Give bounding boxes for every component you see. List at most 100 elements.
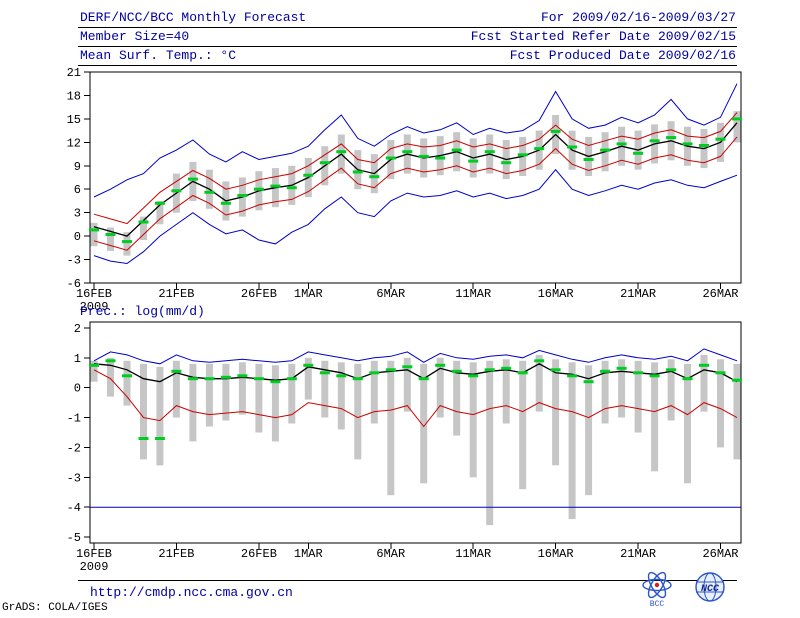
prec-median-mark <box>369 371 380 375</box>
prec-median-mark <box>550 368 561 372</box>
temp-xtick-label: 11MAR <box>455 287 491 301</box>
temp-median-mark <box>418 154 429 158</box>
prec-median-mark <box>534 359 545 363</box>
prec-bar <box>354 363 362 460</box>
temp-line-upper-blue-envelope <box>93 83 738 198</box>
prec-median-mark <box>204 377 215 381</box>
header-rule-1 <box>78 27 737 28</box>
temp-median-mark <box>550 129 561 133</box>
bcc-logo-dot <box>654 582 660 588</box>
temp-plot-border <box>89 71 742 284</box>
temp-bar <box>733 111 741 143</box>
prec-bar <box>304 357 312 400</box>
temp-median-mark <box>122 240 132 244</box>
temp-ytick-label: 3 <box>74 207 81 221</box>
temp-median-mark <box>286 186 297 190</box>
temp-median-mark <box>732 117 742 121</box>
prec-bar <box>271 365 279 442</box>
prec-median-mark <box>171 369 182 373</box>
temp-ytick-label: -3 <box>67 254 81 268</box>
temp-ytick-label: 12 <box>67 136 81 150</box>
prec-median-mark <box>138 437 149 440</box>
prec-bar <box>156 366 164 466</box>
temp-median-mark <box>666 136 677 140</box>
temp-xtick-label: 26FEB <box>241 287 277 301</box>
prec-bar <box>436 357 444 418</box>
header-rule-3 <box>78 65 737 66</box>
prec-bar <box>107 357 114 397</box>
prec-median-mark <box>468 374 479 378</box>
prec-bar <box>123 360 131 406</box>
temp-ytick-label: 9 <box>74 160 81 174</box>
temp-xtick-label: 6MAR <box>376 287 405 301</box>
prec-xtick-label: 1MAR <box>294 547 323 561</box>
temp-median-mark <box>303 173 314 177</box>
temp-ytick-label: 21 <box>67 66 81 80</box>
prec-bar <box>403 357 411 412</box>
temp-median-mark <box>534 147 545 151</box>
footer-rule <box>78 580 737 581</box>
forecast-range-label: For 2009/02/16-2009/03/27 <box>540 10 736 25</box>
temp-median-mark <box>154 201 165 205</box>
temp-ytick-label: 18 <box>67 89 81 103</box>
prec-bar <box>535 354 543 412</box>
grads-credit: GrADS: COLA/IGES <box>2 602 108 614</box>
temp-xtick-label: 16MAR <box>538 287 574 301</box>
precipitation-chart: -5 -4 -3 -2 -1 0 1 2 16FEB 21FEB 26FEB 1MAR 6MAR 11MA… <box>67 321 742 574</box>
prec-median-mark <box>286 377 297 381</box>
temp-median-mark <box>715 137 726 141</box>
website-url: http://cmdp.ncc.cma.gov.cn <box>90 585 293 600</box>
bcc-logo: BCC <box>642 571 672 609</box>
temp-xtick-label: 21FEB <box>158 287 194 301</box>
temp-median-mark <box>517 153 528 157</box>
prec-bar <box>585 365 593 496</box>
page-title: DERF/NCC/BCC Monthly Forecast <box>80 10 307 25</box>
temp-bar <box>140 216 147 240</box>
temp-median-mark <box>319 161 330 165</box>
prec-median-mark <box>319 371 330 375</box>
temp-line-lower-red-envelope <box>93 136 738 251</box>
prec-median-mark <box>715 371 726 375</box>
prec-median-mark <box>418 377 429 381</box>
prec-line-upper-blue-envelope <box>93 348 738 365</box>
prec-bar <box>601 360 609 424</box>
temp-ytick-label: 15 <box>67 113 81 127</box>
prec-xtick-label: 21FEB <box>158 547 194 561</box>
prec-median-mark <box>682 377 693 381</box>
temp-median-mark <box>616 142 627 146</box>
variable-label-prec: Prec.: log(mm/d) <box>80 304 205 319</box>
ncc-logo: NCC <box>695 572 725 602</box>
prec-bar <box>172 360 180 418</box>
prec-xtick-label: 26MAR <box>702 547 738 561</box>
prec-median-mark <box>303 363 314 367</box>
temp-median-mark <box>89 228 99 232</box>
temp-year-label: 2009 <box>80 300 109 314</box>
prec-median-mark <box>732 378 742 382</box>
temp-line-lower-blue-envelope <box>93 168 738 265</box>
prec-median-mark <box>583 380 594 384</box>
prec-bar <box>618 359 626 418</box>
prec-bar <box>486 360 494 526</box>
prec-bar <box>469 362 477 478</box>
prec-bar <box>552 359 560 466</box>
ncc-logo-text: NCC <box>701 584 719 595</box>
temp-median-mark <box>633 151 644 155</box>
prec-xtick-label: 26FEB <box>241 547 277 561</box>
prec-ytick-label: 2 <box>74 322 81 336</box>
temp-line-upper-red-envelope <box>93 112 738 225</box>
temp-median-mark <box>171 189 182 193</box>
temp-median-mark <box>682 142 693 146</box>
prec-xtick-label: 6MAR <box>376 547 405 561</box>
prec-bar <box>90 360 98 382</box>
prec-bar <box>255 363 263 433</box>
prec-median-mark <box>567 374 578 378</box>
temp-line-mean-black <box>93 122 738 237</box>
member-size-label: Member Size=40 <box>80 29 190 44</box>
prec-median-mark <box>402 365 413 369</box>
temp-median-mark <box>468 159 479 163</box>
temp-median-mark <box>187 177 198 181</box>
temp-ytick-label: 6 <box>74 183 81 197</box>
prec-median-mark <box>451 369 462 373</box>
prec-year-label: 2009 <box>80 560 109 574</box>
prec-median-mark <box>517 371 528 375</box>
